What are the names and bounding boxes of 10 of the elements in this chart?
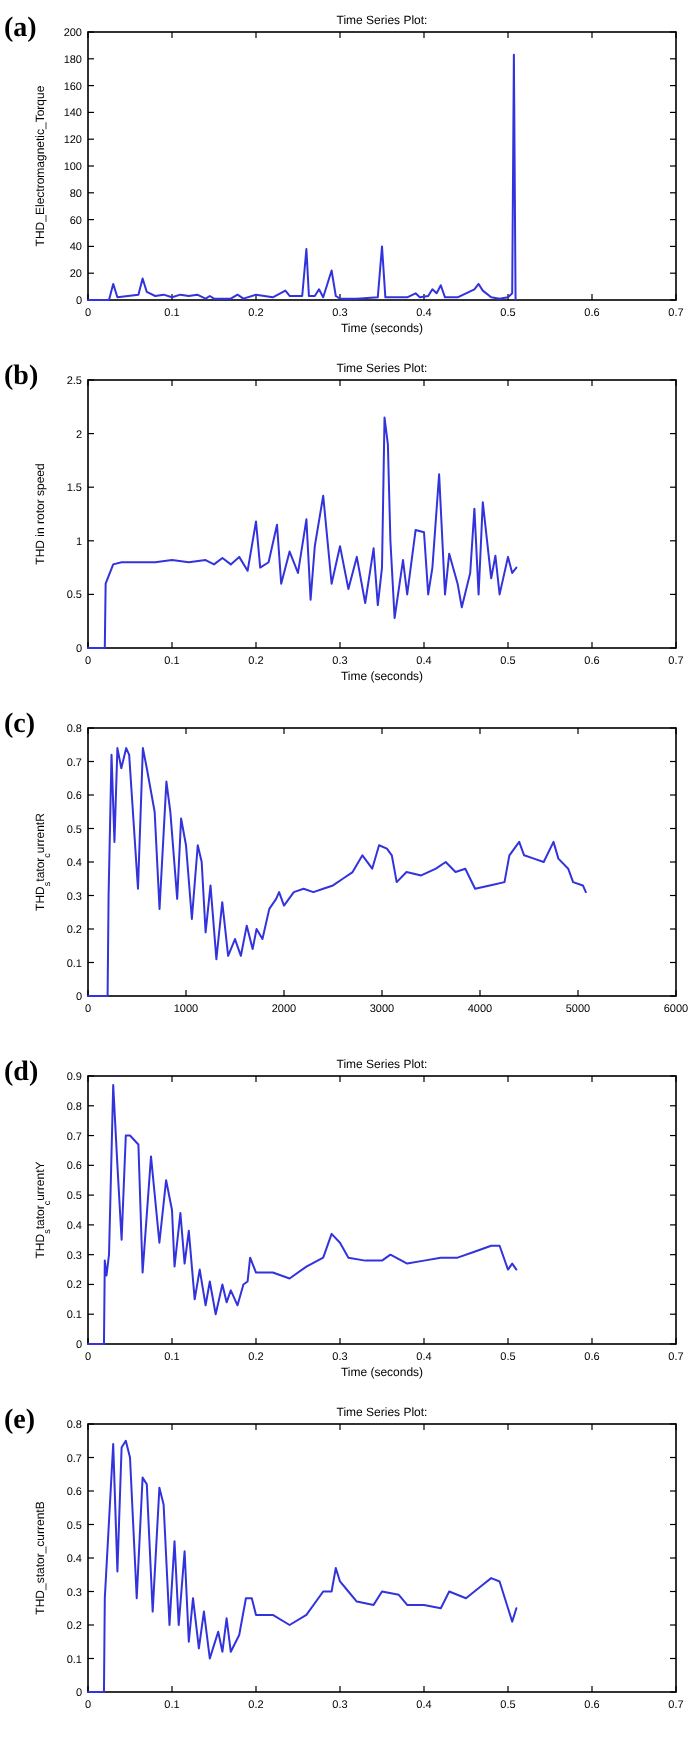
text: (c): [4, 710, 36, 740]
text: (a): [4, 14, 38, 44]
line-series: [87, 53, 517, 301]
text: (d): [4, 1058, 39, 1088]
line-series: [87, 416, 518, 649]
line-series: [87, 747, 587, 997]
text: (b): [4, 362, 39, 392]
line-series: [87, 1083, 518, 1345]
line-series: [87, 1439, 518, 1693]
text: (e): [4, 1406, 36, 1436]
